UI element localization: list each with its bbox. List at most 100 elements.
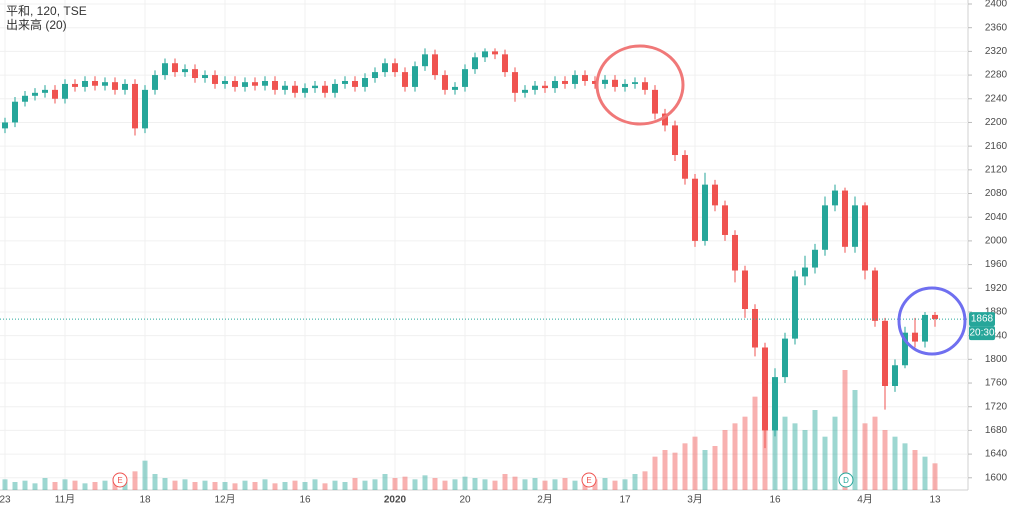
last-price-label: 1868 (971, 314, 994, 325)
candle-body (892, 365, 898, 386)
volume-bar (382, 474, 388, 490)
candle-body (672, 125, 678, 156)
volume-bar (162, 478, 168, 490)
candle-body (132, 83, 138, 129)
x-tick-label: 11月 (55, 494, 75, 506)
volume-bar (532, 478, 538, 490)
event-marker (838, 472, 854, 488)
candle-body (162, 63, 168, 76)
volume-bar (912, 450, 918, 490)
volume-bar (32, 483, 38, 490)
candle-body (872, 270, 878, 321)
y-tick-label: 2040 (985, 212, 1008, 223)
candle-body (812, 249, 818, 268)
volume-bar (422, 475, 428, 490)
candle-body (172, 63, 178, 73)
volume-bar (392, 478, 398, 490)
volume-bar (922, 456, 928, 490)
volume-bar (862, 423, 868, 490)
candle-body (622, 83, 628, 87)
volume-bar (302, 482, 308, 490)
volume-bar (242, 480, 248, 490)
volume-bar (592, 479, 598, 490)
x-tick-label: 12月 (214, 494, 235, 506)
candle-body (542, 85, 548, 89)
candle-body (712, 184, 718, 206)
candle-body (92, 80, 98, 86)
volume-bar (482, 479, 488, 490)
candle-body (842, 190, 848, 247)
candle-body (202, 75, 208, 79)
x-tick-label: 17 (619, 495, 631, 506)
candle-body (262, 80, 268, 86)
candle-body (422, 54, 428, 67)
candle-body (222, 80, 228, 84)
volume-bar (512, 476, 518, 490)
x-tick-label: 2月 (537, 494, 553, 506)
candle-body (702, 184, 708, 241)
y-tick-label: 2080 (985, 188, 1008, 199)
volume-bar (432, 478, 438, 490)
candle-body (232, 80, 238, 87)
x-tick-label: 18 (139, 495, 151, 506)
red-annotation-circle (595, 44, 685, 126)
volume-bar (292, 480, 298, 490)
candle-body (772, 377, 778, 431)
candle-body (522, 89, 528, 93)
volume-bar (2, 479, 8, 490)
x-tick-label: 13 (929, 495, 941, 506)
x-tick-label: 2020 (384, 495, 407, 506)
volume-bar (522, 479, 528, 490)
candle-body (692, 178, 698, 241)
volume-bar (682, 443, 688, 490)
volume-bar (842, 370, 848, 490)
candle-body (242, 82, 248, 87)
candle-body (382, 63, 388, 73)
candle-body (482, 51, 488, 58)
volume-bar (12, 482, 18, 490)
y-tick-label: 2400 (985, 0, 1008, 10)
volume-bar (622, 479, 628, 490)
volume-bar (472, 478, 478, 490)
candle-body (62, 83, 68, 99)
y-tick-label: 1920 (985, 283, 1008, 294)
volume-bar (902, 443, 908, 490)
volume-title: 出来高 (20) (6, 17, 67, 32)
blue-annotation-circle (897, 286, 967, 356)
x-tick-label: 20 (459, 495, 471, 506)
last-time-box (969, 326, 995, 341)
volume-bar (132, 471, 138, 490)
candle-body (362, 78, 368, 87)
volume-bar (192, 482, 198, 490)
volume-bar (312, 479, 318, 490)
candle-body (82, 80, 88, 87)
y-tick-label: 1960 (985, 259, 1008, 270)
volume-bar (722, 430, 728, 490)
last-time-label: 20:30 (969, 328, 994, 339)
last-price-box (969, 312, 995, 327)
volume-bar (772, 410, 778, 490)
candle-body (332, 83, 338, 93)
volume-bar (652, 456, 658, 490)
candle-body (412, 66, 418, 87)
volume-bar (52, 482, 58, 490)
volume-bar (712, 446, 718, 490)
candle-body (372, 72, 378, 79)
candle-body (12, 101, 18, 123)
volume-bar (42, 478, 48, 490)
volume-bar (412, 479, 418, 490)
volume-bar (452, 479, 458, 490)
candle-body (492, 51, 498, 55)
candle-body (102, 82, 108, 86)
candle-body (662, 113, 668, 126)
candle-body (642, 82, 648, 90)
candle-body (582, 75, 588, 81)
volume-bar (332, 480, 338, 490)
volume-bar (72, 480, 78, 490)
candle-body (392, 63, 398, 73)
candle-body (562, 80, 568, 84)
candle-body (252, 82, 258, 86)
candle-body (762, 347, 768, 431)
candle-body (852, 205, 858, 247)
x-tick-label: 4月 (857, 494, 873, 506)
